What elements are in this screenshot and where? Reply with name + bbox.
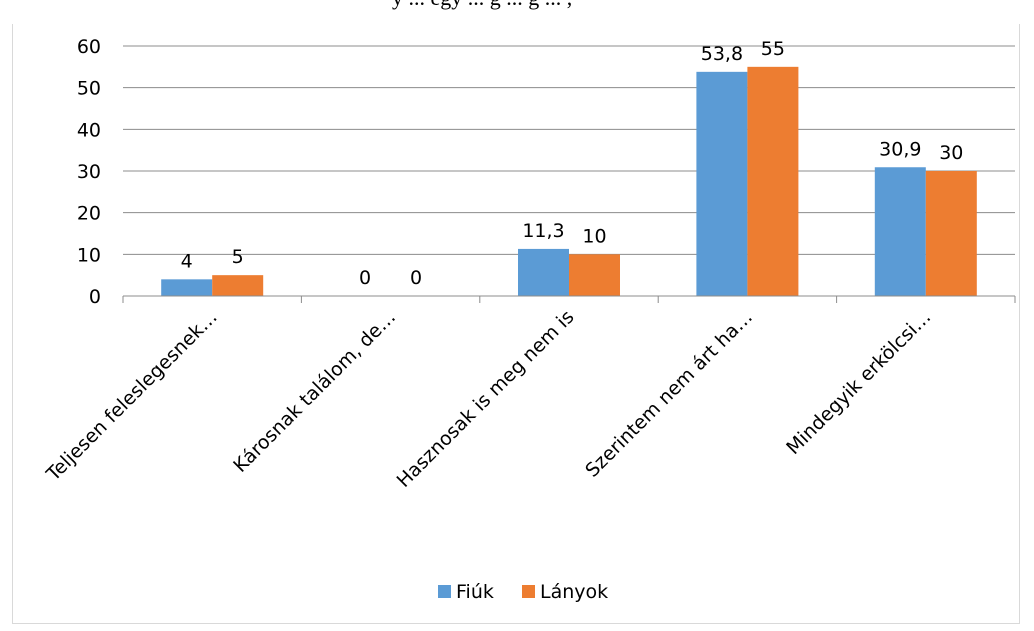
data-label: 0	[410, 267, 422, 289]
y-tick-label: 20	[77, 203, 101, 225]
category-label: Károsnak találom, de…	[229, 306, 400, 477]
y-tick-label: 30	[77, 161, 101, 183]
data-label: 11,3	[522, 220, 564, 242]
category-label: Szerintem nem árt ha…	[581, 306, 757, 482]
data-label: 10	[582, 225, 606, 247]
bar-series-2	[926, 171, 977, 296]
category-label: Hasznosak is meg nem is	[393, 306, 579, 492]
legend: Fiúk Lányok	[438, 581, 608, 603]
legend-label: Lányok	[540, 581, 608, 603]
data-label: 53,8	[701, 43, 743, 65]
bar-series-2	[212, 275, 263, 296]
data-label: 5	[232, 246, 244, 268]
legend-swatch	[522, 585, 535, 598]
bars	[161, 67, 977, 296]
bar-series-1	[875, 167, 926, 296]
legend-swatch	[438, 585, 451, 598]
data-label: 30	[939, 142, 963, 164]
data-label: 30,9	[879, 138, 921, 160]
axes	[123, 296, 1015, 303]
y-tick-label: 50	[77, 78, 101, 100]
bar-series-1	[161, 279, 212, 296]
y-tick-label: 40	[77, 119, 101, 141]
y-tick-label: 10	[77, 244, 101, 266]
category-label: Mindegyik erkölcsi…	[782, 306, 935, 459]
bar-series-2	[569, 254, 620, 296]
labels: 01020304050604011,353,830,950105530Telje…	[42, 36, 964, 492]
bar-series-2	[747, 67, 798, 296]
y-tick-label: 0	[89, 286, 101, 308]
bar-series-1	[696, 72, 747, 296]
y-tick-label: 60	[77, 36, 101, 58]
data-label: 55	[761, 38, 785, 60]
bar-series-1	[518, 249, 569, 296]
data-label: 4	[181, 250, 193, 272]
category-label: Teljesen feleslegesnek…	[42, 306, 222, 486]
data-label: 0	[359, 267, 371, 289]
legend-label: Fiúk	[456, 581, 494, 603]
